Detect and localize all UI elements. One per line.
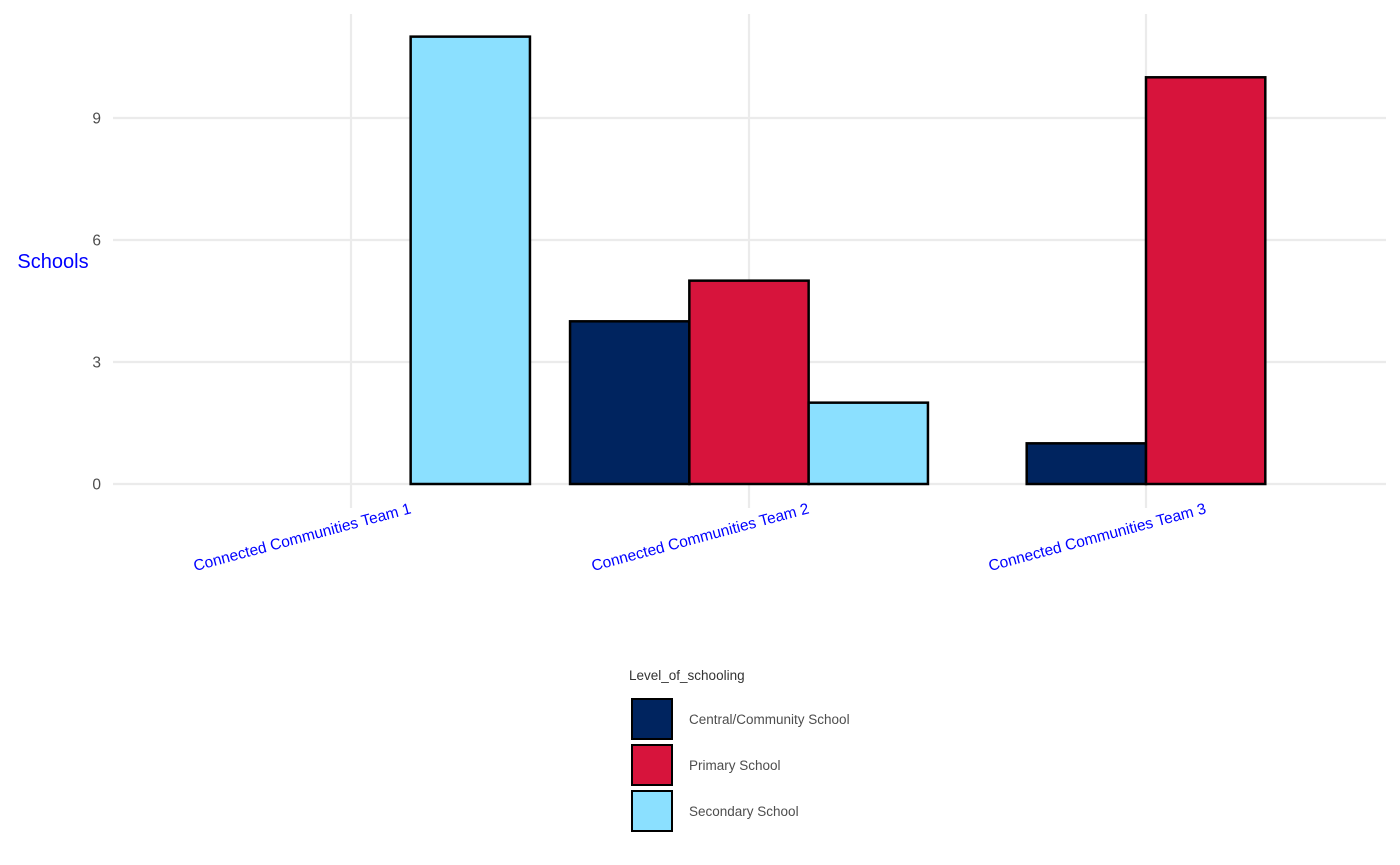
legend-item-secondary: Secondary School xyxy=(629,788,850,834)
x-axis-labels: Connected Communities Team 1 Connected Co… xyxy=(192,500,1208,575)
bar-primary-school xyxy=(1144,76,1267,486)
legend-label-secondary: Secondary School xyxy=(689,803,799,819)
y-tick-label: 3 xyxy=(92,354,101,371)
y-axis-title: Schools xyxy=(17,251,88,273)
legend-title: Level_of_schooling xyxy=(629,668,745,683)
legend-key-primary xyxy=(631,744,673,786)
legend-key-central xyxy=(631,698,673,740)
y-tick-label: 9 xyxy=(92,110,101,127)
x-tick-label: Connected Communities Team 3 xyxy=(987,500,1208,575)
bar-central-community-school xyxy=(1025,442,1148,486)
bar-central-community-school xyxy=(568,320,691,486)
bar-secondary-school xyxy=(409,35,532,486)
legend-label-primary: Primary School xyxy=(689,757,781,773)
x-tick-label: Connected Communities Team 1 xyxy=(192,500,413,575)
legend-item-central: Central/Community School xyxy=(629,696,850,742)
bars xyxy=(409,35,1267,486)
x-tick-label: Connected Communities Team 2 xyxy=(590,500,811,575)
bar-secondary-school xyxy=(807,401,930,486)
legend-key-secondary xyxy=(631,790,673,832)
bar-primary-school xyxy=(688,279,810,486)
y-tick-label: 0 xyxy=(92,477,101,494)
y-axis-ticks: 0 3 6 9 xyxy=(92,110,101,493)
legend: Level_of_schooling Central/Community Sch… xyxy=(629,668,850,834)
legend-item-primary: Primary School xyxy=(629,742,850,788)
legend-label-central: Central/Community School xyxy=(689,711,850,727)
y-tick-label: 6 xyxy=(92,232,101,249)
